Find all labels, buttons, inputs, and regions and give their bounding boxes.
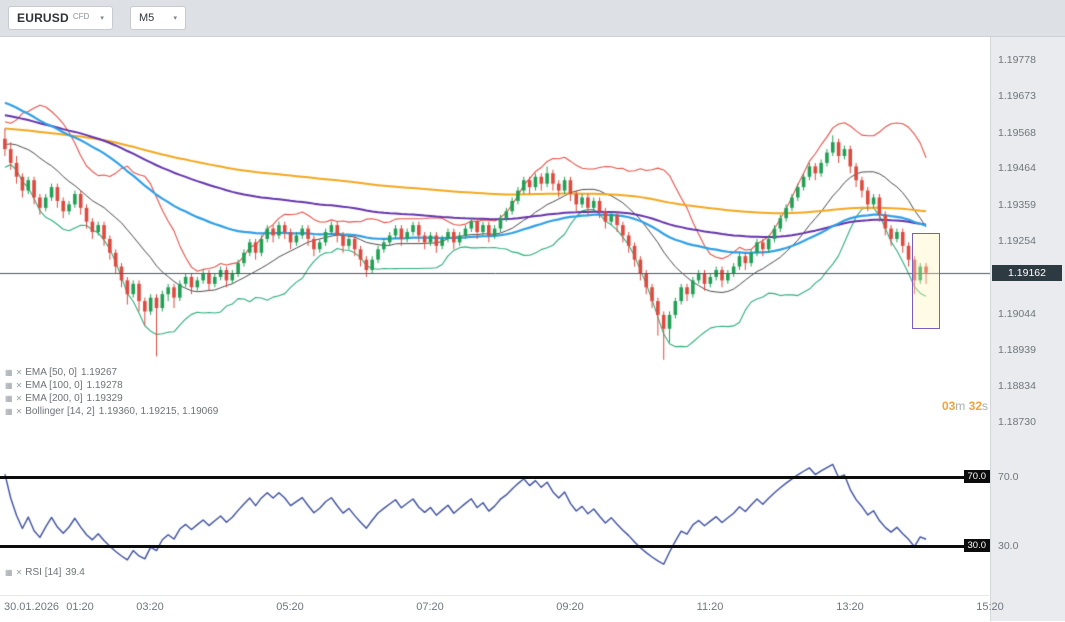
symbol-selector[interactable]: EURUSD CFD ▾ bbox=[8, 6, 113, 30]
rsi-label: RSI [14] bbox=[25, 567, 62, 578]
indicator-label: EMA [50, 0] bbox=[25, 367, 77, 378]
countdown-seconds: 32 bbox=[968, 399, 982, 413]
indicator-remove-icon[interactable]: ✕ bbox=[15, 394, 23, 403]
time-axis-label: 01:20 bbox=[66, 601, 94, 613]
legend-row-ema200: ▦ ✕ EMA [200, 0] 1.19329 bbox=[5, 392, 218, 405]
price-axis: 1.19162 70.0 30.0 1.19778 1.19673 1.19568 1… bbox=[990, 36, 1065, 621]
indicator-label: Bollinger [14, 2] bbox=[25, 406, 95, 417]
time-axis-label: 07:20 bbox=[416, 601, 444, 613]
selection-box[interactable] bbox=[912, 233, 940, 329]
indicator-legend: ▦ ✕ EMA [50, 0] 1.19267 ▦ ✕ EMA [100, 0]… bbox=[5, 366, 218, 418]
price-axis-label: 1.18730 bbox=[998, 416, 1036, 428]
chevron-down-icon: ▾ bbox=[173, 15, 177, 22]
time-axis: 30.01.2026 01:20 03:20 05:20 07:20 09:20 11:20… bbox=[0, 595, 1004, 622]
indicator-settings-icon[interactable]: ▦ bbox=[5, 407, 13, 416]
symbol-type-label: CFD bbox=[72, 11, 90, 21]
rsi-legend-row: ▦ ✕ RSI [14] 39.4 bbox=[5, 567, 85, 578]
indicator-remove-icon[interactable]: ✕ bbox=[15, 568, 23, 577]
time-axis-label: 09:20 bbox=[556, 601, 584, 613]
price-axis-label: 1.19568 bbox=[998, 126, 1036, 139]
indicator-value: 1.19267 bbox=[80, 367, 118, 378]
indicator-value: 1.19360, 1.19215, 1.19069 bbox=[98, 406, 219, 417]
time-axis-label: 11:20 bbox=[696, 601, 724, 613]
rsi-axis-70-label: 70.0 bbox=[998, 471, 1019, 483]
indicator-remove-icon[interactable]: ✕ bbox=[15, 368, 23, 377]
price-axis-label: 1.19778 bbox=[998, 54, 1036, 66]
price-axis-label: 1.19464 bbox=[998, 162, 1036, 175]
candle-countdown: 03m 32s bbox=[820, 399, 988, 413]
indicator-settings-icon[interactable]: ▦ bbox=[5, 394, 13, 403]
rsi-axis-30-label: 30.0 bbox=[998, 540, 1019, 552]
indicator-label: EMA [100, 0] bbox=[25, 380, 83, 391]
indicator-value: 1.19278 bbox=[86, 380, 123, 391]
countdown-minutes-unit: m bbox=[955, 399, 966, 413]
price-axis-label: 1.19359 bbox=[998, 198, 1036, 211]
countdown-seconds-unit: s bbox=[982, 399, 988, 413]
indicator-value: 1.19329 bbox=[86, 393, 123, 404]
price-axis-label: 1.19044 bbox=[998, 307, 1036, 320]
rsi-level-30-line: 30.0 bbox=[0, 539, 991, 552]
symbol-name: EURUSD bbox=[17, 11, 69, 25]
rsi-level-30-badge: 30.0 bbox=[963, 539, 990, 552]
indicator-remove-icon[interactable]: ✕ bbox=[15, 407, 23, 416]
indicator-remove-icon[interactable]: ✕ bbox=[15, 381, 23, 390]
time-axis-label: 03:20 bbox=[136, 601, 164, 613]
indicator-label: EMA [200, 0] bbox=[25, 393, 83, 404]
chevron-down-icon: ▾ bbox=[100, 15, 104, 22]
price-axis-label: 1.18834 bbox=[998, 380, 1036, 393]
legend-row-bollinger: ▦ ✕ Bollinger [14, 2] 1.19360, 1.19215, … bbox=[5, 405, 218, 418]
rsi-value: 39.4 bbox=[65, 567, 85, 578]
legend-row-ema50: ▦ ✕ EMA [50, 0] 1.19267 bbox=[5, 366, 218, 379]
countdown-minutes: 03 bbox=[941, 399, 956, 413]
time-axis-label: 13:20 bbox=[836, 601, 864, 613]
time-axis-label: 30.01.2026 bbox=[4, 601, 60, 613]
topbar: EURUSD CFD ▾ M5 ▾ bbox=[0, 0, 1065, 37]
time-axis-label: 05:20 bbox=[276, 601, 304, 613]
rsi-level-70-line: 70.0 bbox=[0, 470, 991, 483]
rsi-level-70-badge: 70.0 bbox=[963, 470, 990, 483]
current-price-badge: 1.19162 bbox=[992, 264, 1062, 281]
indicator-settings-icon[interactable]: ▦ bbox=[5, 368, 13, 377]
timeframe-label: M5 bbox=[139, 12, 155, 24]
time-axis-label: 15:20 bbox=[976, 601, 1004, 613]
price-axis-label: 1.19254 bbox=[998, 235, 1036, 247]
price-axis-label: 1.18939 bbox=[998, 343, 1036, 356]
indicator-settings-icon[interactable]: ▦ bbox=[5, 381, 13, 390]
timeframe-selector[interactable]: M5 ▾ bbox=[130, 6, 186, 30]
legend-row-ema100: ▦ ✕ EMA [100, 0] 1.19278 bbox=[5, 379, 218, 392]
price-axis-label: 1.19673 bbox=[998, 90, 1036, 103]
indicator-settings-icon[interactable]: ▦ bbox=[5, 568, 13, 577]
